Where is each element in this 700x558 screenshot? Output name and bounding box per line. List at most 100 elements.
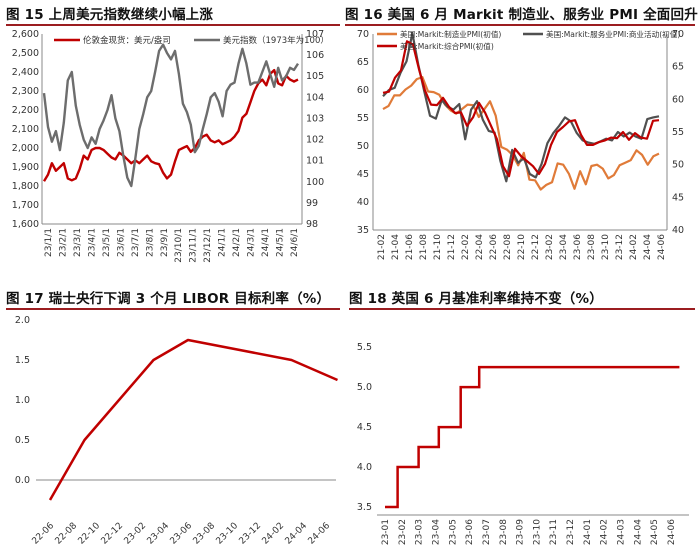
- chart-panel-17: 图 17 瑞士央行下调 3 个月 LIBOR 目标利率（%） 0.0 0.5 1.0…: [6, 287, 340, 555]
- x-tick-label: 23/9/1: [160, 228, 170, 257]
- x-tick-label: 24-01: [583, 519, 593, 545]
- y-right-tick-label: 60: [672, 94, 684, 105]
- x-tick-label: 24-02: [600, 519, 610, 545]
- x-tick-label: 24-06: [307, 521, 333, 547]
- y-right-tick-label: 100: [306, 177, 324, 188]
- x-tick-label: 23/1/1: [44, 228, 54, 257]
- chart-17-svg: 0.0 0.5 1.0 1.5 2.0 22-0622-0822-1022-1223-02…: [15, 315, 338, 547]
- x-tick-label: 21-06: [405, 234, 415, 260]
- y-right-tick-label: 106: [306, 50, 324, 61]
- x-tick-label: 23-08: [587, 234, 597, 260]
- x-tick-label: 23-04: [431, 519, 441, 545]
- y-left-tick-label: 2,600: [12, 29, 39, 40]
- y-right-tick-label: 105: [306, 71, 324, 82]
- y-tick-label: 2.0: [15, 315, 30, 326]
- x-tick-label: 24/5/1: [276, 228, 286, 257]
- x-tick-label: 24-02: [629, 234, 639, 260]
- title-divider-15: [6, 24, 340, 26]
- y-right-tick-label: 103: [306, 113, 324, 124]
- x-tick-label: 21-10: [433, 234, 443, 260]
- x-tick-label: 23-12: [566, 519, 576, 545]
- y-tick-label: 1.5: [15, 355, 30, 366]
- y-left-tick-label: 1,700: [12, 200, 39, 211]
- y-tick-label: 5.0: [357, 382, 372, 393]
- x-tick-label: 24-03: [617, 519, 627, 545]
- series-line-manufacturing: [382, 76, 660, 191]
- series-line-uk-rate: [385, 365, 680, 509]
- x-tick-label: 24/3/1: [247, 228, 257, 257]
- x-tick-label: 24/6/1: [290, 228, 300, 257]
- y-left-tick-label: 2,200: [12, 105, 39, 116]
- x-tick-label: 23/5/1: [102, 228, 112, 257]
- y-left-tick-label: 35: [357, 225, 369, 236]
- x-tick-label: 23-04: [146, 521, 172, 547]
- series-line-gold: [42, 68, 299, 182]
- x-tick-label: 23-02: [123, 521, 149, 547]
- x-tick-label: 21-12: [447, 234, 457, 260]
- x-tick-label: 23-08: [499, 519, 509, 545]
- y-left-tick-label: 1,800: [12, 181, 39, 192]
- x-tick-label: 21-04: [391, 234, 401, 260]
- x-tick-label: 23/7/1: [131, 228, 141, 257]
- x-tick-label: 23/2/1: [58, 228, 68, 257]
- x-tick-label: 23-02: [545, 234, 555, 260]
- x-tick-label: 23-10: [532, 519, 542, 545]
- series-line-services: [382, 32, 660, 183]
- x-tick-label: 22-10: [517, 234, 527, 260]
- legend-label: 美国:Markit:制造业PMI(初值): [400, 29, 501, 39]
- y-right-tick-label: 104: [306, 92, 324, 103]
- x-tick-label: 24-05: [650, 519, 660, 545]
- y-right-tick-label: 102: [306, 135, 324, 146]
- x-tick-label: 24-04: [643, 234, 653, 260]
- x-tick-label: 23-03: [415, 519, 425, 545]
- y-tick-label: 0.0: [15, 475, 30, 486]
- y-left-tick-label: 45: [357, 169, 369, 180]
- y-left-tick-label: 2,100: [12, 124, 39, 135]
- y-tick-label: 4.0: [357, 462, 372, 473]
- x-tick-label: 23-06: [573, 234, 583, 260]
- x-tick-label: 23-02: [398, 519, 408, 545]
- y-right-tick-label: 107: [306, 29, 324, 40]
- x-tick-label: 22-04: [475, 234, 485, 260]
- y-left-tick-label: 50: [357, 141, 369, 152]
- y-left-tick-label: 40: [357, 197, 369, 208]
- chart-title-15: 图 15 上周美元指数继续小幅上涨: [6, 7, 214, 23]
- y-left-tick-label: 55: [357, 113, 369, 124]
- y-left-tick-label: 2,400: [12, 67, 39, 78]
- x-tick-label: 22-12: [100, 521, 126, 547]
- x-tick-label: 23/4/1: [87, 228, 97, 257]
- y-left-tick-label: 2,000: [12, 143, 39, 154]
- y-left-tick-label: 70: [357, 29, 369, 40]
- chart-title-16: 图 16 美国 6 月 Markit 制造业、服务业 PMI 全面回升: [345, 7, 698, 23]
- y-right-tick-label: 70: [672, 29, 684, 40]
- x-tick-label: 22-10: [77, 521, 103, 547]
- series-line-libor: [48, 338, 338, 501]
- chart-title-18: 图 18 英国 6 月基准利率维持不变（%）: [349, 291, 603, 307]
- chart-16-svg: 35 40 45 50 55 60 65 70 40 45 50 55 60 65 70 21-02 21-04…: [357, 29, 684, 260]
- series-line-dxy: [42, 43, 300, 188]
- x-tick-label: 22-12: [531, 234, 541, 260]
- x-tick-label: 23/8/1: [145, 228, 155, 257]
- x-tick-label: 23-09: [516, 519, 526, 545]
- y-right-tick-label: 55: [672, 127, 684, 138]
- x-tick-label: 23-11: [549, 519, 559, 545]
- x-tick-label: 23-04: [559, 234, 569, 260]
- y-tick-label: 5.5: [357, 342, 372, 353]
- x-tick-label: 24/4/1: [261, 228, 271, 257]
- x-tick-label: 23/10/1: [174, 228, 184, 263]
- x-tick-label: 23-12: [615, 234, 625, 260]
- x-tick-label: 22-06: [489, 234, 499, 260]
- x-tick-label: 23-10: [215, 521, 241, 547]
- x-tick-label: 24-02: [261, 521, 287, 547]
- legend-label: 美国:Markit:服务业PMI:商业活动(初值): [546, 29, 680, 39]
- x-tick-label: 24-06: [657, 234, 667, 260]
- x-tick-label: 24/1/1: [218, 228, 228, 257]
- series-line-composite: [382, 40, 660, 178]
- legend-label: 美元指数（1973年为100）: [223, 35, 329, 46]
- chart-15-svg: 1,600 1,700 1,800 1,900 2,000 2,100 2,200 2,300…: [12, 29, 329, 263]
- y-left-tick-label: 2,500: [12, 48, 39, 59]
- y-right-tick-label: 50: [672, 160, 684, 171]
- x-tick-label: 24/2/1: [232, 228, 242, 257]
- x-tick-label: 23-01: [381, 519, 391, 545]
- x-tick-label: 22-08: [503, 234, 513, 260]
